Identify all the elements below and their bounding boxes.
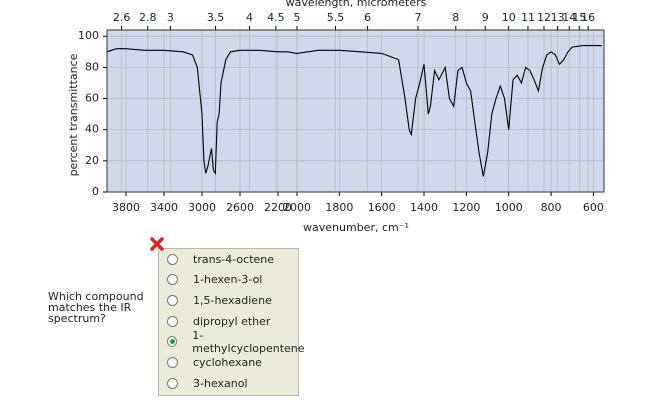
radio-button[interactable] xyxy=(167,253,178,265)
question-line: spectrum? xyxy=(48,312,106,325)
x2-tick-label: 4.5 xyxy=(267,11,285,24)
x2-axis-label: wavelength, micrometers xyxy=(286,0,427,9)
option[interactable]: 1,5-hexadiene xyxy=(159,290,272,310)
x-axis-label: wavenumber, cm⁻¹ xyxy=(303,221,409,234)
option[interactable]: cyclohexane xyxy=(159,353,262,373)
x2-tick-label: 6 xyxy=(364,11,371,24)
y-tick-label: 100 xyxy=(78,29,99,42)
x2-tick-label: 11 xyxy=(521,11,535,24)
x2-tick-label: 13 xyxy=(551,11,565,24)
x2-tick-label: 16 xyxy=(581,11,595,24)
x-tick-label: 3400 xyxy=(150,201,178,214)
x-tick-label: 1800 xyxy=(325,201,353,214)
option-label: 1,5-hexadiene xyxy=(193,293,272,307)
y-axis-label: percent transmittance xyxy=(67,53,80,176)
y-tick-label: 40 xyxy=(85,123,99,136)
option[interactable]: 1-hexen-3-ol xyxy=(159,270,262,290)
plot-frame xyxy=(106,29,605,193)
option[interactable]: 3-hexanol xyxy=(159,373,248,393)
wrong-icon xyxy=(150,237,164,251)
radio-button[interactable] xyxy=(167,336,178,348)
x-tick-label: 3800 xyxy=(112,201,140,214)
option-label: trans-4-octene xyxy=(193,252,275,266)
x2-tick-label: 5.5 xyxy=(327,11,345,24)
question-line: matches the IR xyxy=(48,301,132,314)
option-label: cyclohexane xyxy=(193,356,262,369)
option[interactable]: trans-4-octene xyxy=(159,249,274,269)
x2-tick-label: 2.8 xyxy=(139,11,157,24)
x2-tick-label: 12 xyxy=(537,11,551,24)
x-tick-label: 1600 xyxy=(368,201,396,214)
radio-button[interactable] xyxy=(167,274,178,286)
x2-tick-label: 5 xyxy=(294,11,301,24)
x-tick-label: 2200 xyxy=(264,201,292,214)
x-tick-label: 600 xyxy=(583,201,604,214)
x-tick-label: 1000 xyxy=(495,201,523,214)
x-tick-label: 1200 xyxy=(452,201,480,214)
chart: wavelength, micrometers wavenumber, cm⁻¹… xyxy=(67,0,605,234)
x-tick-label: 3000 xyxy=(188,201,216,214)
y-tick-label: 0 xyxy=(92,185,99,198)
question: Which compound matches the IR spectrum? xyxy=(48,291,144,324)
radio-button[interactable] xyxy=(167,357,178,368)
y-tick-label: 20 xyxy=(85,154,99,167)
radio-button[interactable] xyxy=(167,377,178,389)
radio-button[interactable] xyxy=(167,294,178,306)
option-label: 3-hexanol xyxy=(193,376,248,390)
question-line: Which compound xyxy=(48,290,144,303)
x2-tick-label: 7 xyxy=(414,11,421,24)
option[interactable]: dipropyl ether xyxy=(159,311,270,331)
answer-box: trans-4-octene 1-hexen-3-ol 1,5-hexadiene d… xyxy=(158,248,305,396)
x2-tick-label: 10 xyxy=(502,11,516,24)
x2-tick-label: 9 xyxy=(482,11,489,24)
radio-button[interactable] xyxy=(167,315,178,327)
plot-area xyxy=(107,30,604,192)
x2-tick-label: 15 xyxy=(572,11,586,24)
option-label: dipropyl ether xyxy=(193,314,271,328)
spectrum-line xyxy=(106,45,602,177)
x-tick-label: 2600 xyxy=(226,201,254,214)
x2-tick-label: 3.5 xyxy=(207,11,225,24)
x2-tick-label: 4 xyxy=(246,11,253,24)
x2-tick-label: 2.6 xyxy=(113,11,131,24)
y-tick-label: 60 xyxy=(85,92,99,105)
x-tick-label: 800 xyxy=(541,201,562,214)
option-label: 1-hexen-3-ol xyxy=(193,273,263,287)
x-tick-label: 1400 xyxy=(410,201,438,214)
option[interactable]: 1-methylcyclopentene xyxy=(159,328,305,355)
x-tick-label: 2000 xyxy=(283,201,311,214)
option-label: 1-methylcyclopentene xyxy=(192,328,305,355)
x2-tick-label: 14 xyxy=(562,11,576,24)
x2-tick-label: 8 xyxy=(452,11,459,24)
y-tick-label: 80 xyxy=(85,60,99,73)
x2-tick-label: 3 xyxy=(167,11,174,24)
